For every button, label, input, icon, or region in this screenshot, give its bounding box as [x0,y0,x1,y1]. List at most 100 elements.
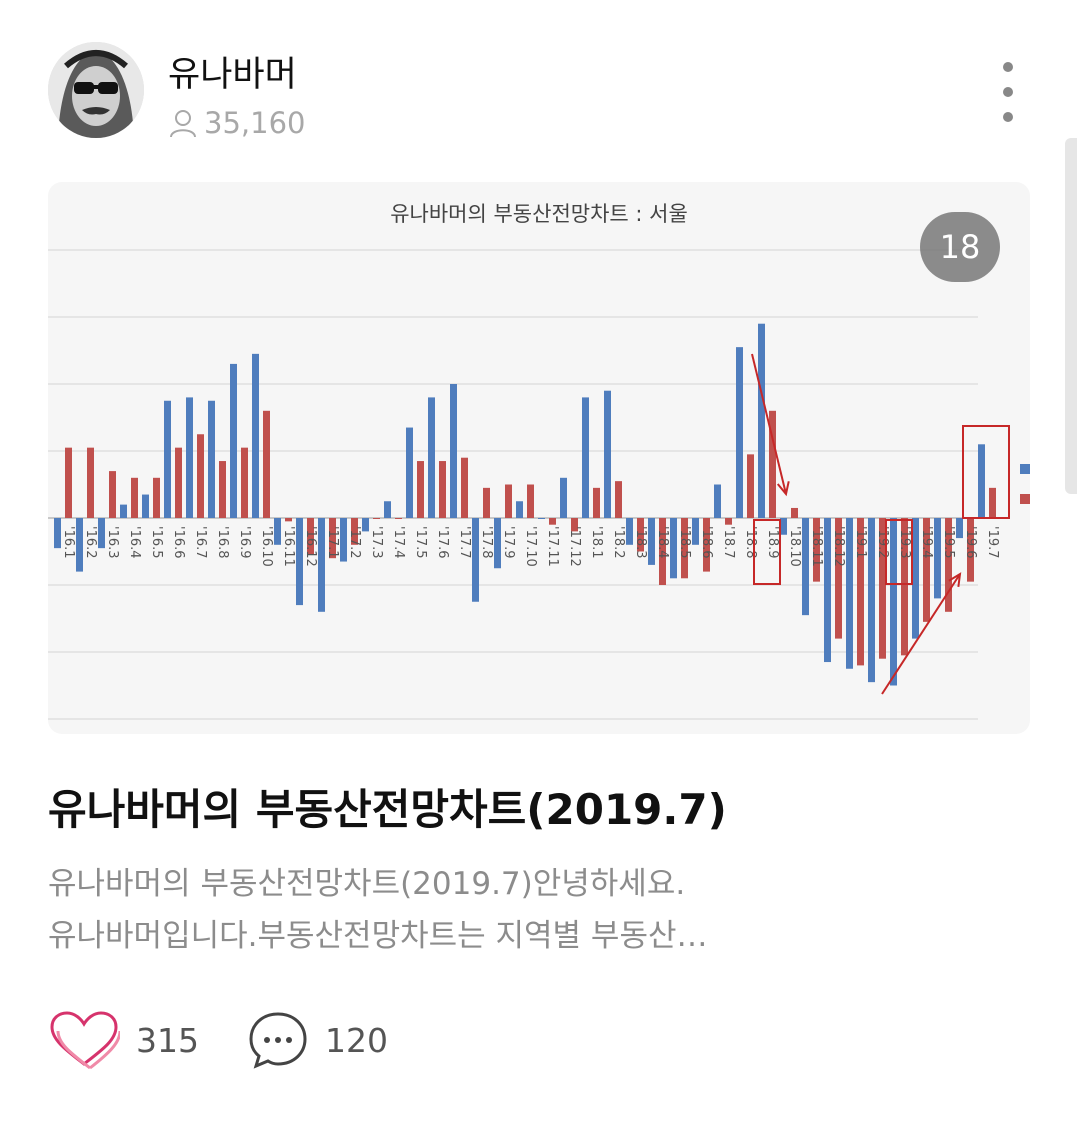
chart-bar [120,504,127,518]
chart-tick-label: '19.4 [919,526,934,559]
chart-bar [934,518,941,599]
comment-button[interactable]: 120 [247,1010,388,1070]
chart-bar [769,410,776,518]
chart-tick-label: '16.5 [149,526,164,559]
chart-bar [791,507,798,518]
like-button[interactable]: 315 [48,1010,199,1070]
chart-bar [340,518,347,562]
chart-bar [98,518,105,549]
chart-bar [538,518,545,519]
chart-tick-label: '18.9 [765,526,780,559]
chart-bar [417,461,424,518]
chart-bar [263,410,270,518]
chart-bar [703,518,710,572]
chart-bar [714,484,721,518]
chart-bar [593,487,600,518]
chart-bar [747,454,754,518]
chart-bar [681,518,688,579]
chart-bar [164,400,171,518]
chart-bar [802,518,809,616]
chart-legend-swatch [1020,464,1030,474]
chart-bar [670,518,677,579]
author-name[interactable]: 유나바머 [168,55,297,95]
chart-bar [659,518,666,585]
chart-tick-label: '17.2 [347,526,362,559]
more-options-button[interactable] [996,62,1020,122]
chart-bar [527,484,534,518]
chart-bar [879,518,886,659]
chart-bar [945,518,952,612]
chart-tick-label: '16.2 [83,526,98,559]
chart-tick-label: '17.3 [369,526,384,559]
chart-bar [516,501,523,518]
chart-bar [956,518,963,539]
chart-bar [923,518,930,622]
chart-tick-label: '16.7 [193,526,208,559]
chart-legend-swatch [1020,494,1030,504]
chart-bar [626,518,633,545]
dot-icon [1003,62,1013,72]
chart-bar [186,397,193,518]
chart-tick-label: '18.12 [831,526,846,567]
chart-bar [692,518,699,545]
chart-bar [725,518,732,525]
chart-bar [406,427,413,518]
chart-tick-label: '18.7 [721,526,736,559]
chart-bar [846,518,853,669]
chart-tick-label: '18.8 [743,526,758,559]
chart-annotation-box [885,519,913,585]
chart-bar [153,477,160,518]
chart-tick-label: '16.1 [61,526,76,559]
chart-annotation-arrow [881,573,961,695]
chart-tick-label: '18.5 [677,526,692,559]
chart-bar [362,518,369,532]
chart-tick-label: '16.11 [281,526,296,567]
post-excerpt[interactable]: 유나바머의 부동산전망차트(2019.7)안녕하세요. 유나바머입니다.부동산전… [48,858,1008,962]
chart-tick-label: '17.7 [457,526,472,559]
chart-tick-label: '16.8 [215,526,230,559]
chart-bar [307,518,314,555]
comment-count: 120 [325,1020,388,1060]
follower-count: 35,160 [168,106,305,140]
chart-tick-label: '18.2 [611,526,626,559]
chart-bar [274,518,281,545]
chart-tick-label: '19.7 [985,526,1000,559]
chart-bar [912,518,919,639]
person-icon [170,110,196,138]
chart-bar [208,400,215,518]
chart-bar [318,518,325,612]
chart-tick-label: '16.3 [105,526,120,559]
chart-tick-label: '18.3 [633,526,648,559]
avatar-portrait-icon [48,42,144,138]
chart-bar [615,481,622,518]
chart-bar [483,487,490,518]
photo-count-badge: 18 [920,212,1000,282]
chart: '16.1 '16.2 '16.3 '16.4 '16.5 '16.6 '16.7 '16.8… [48,249,1030,720]
chart-bar [230,363,237,518]
chart-bar [780,518,787,535]
chart-bar [560,477,567,518]
chart-tick-label: '16.6 [171,526,186,559]
chart-bar [296,518,303,606]
chart-bar [967,518,974,582]
chart-bar [472,518,479,602]
chart-tick-label: '17.11 [545,526,560,567]
chart-bar [65,447,72,518]
chart-annotation-arrow [751,353,787,495]
chart-bar [142,494,149,518]
post-title[interactable]: 유나바머의 부동산전망차트(2019.7) [48,785,727,834]
chart-bar [131,477,138,518]
dot-icon [1003,87,1013,97]
author-avatar[interactable] [48,42,144,138]
chart-bar [978,444,985,518]
dot-icon [1003,112,1013,122]
post-image-card[interactable]: '16.1 '16.2 '16.3 '16.4 '16.5 '16.6 '16.7 '16.8… [48,182,1030,734]
chart-annotation-box [962,425,1010,519]
chart-tick-label: '18.1 [589,526,604,559]
chart-tick-label: '16.4 [127,526,142,559]
chart-tick-label: '19.6 [963,526,978,559]
chart-bar [648,518,655,565]
chart-tick-label: '17.9 [501,526,516,559]
chart-bar [175,447,182,518]
post-stats: 315 120 [48,1010,436,1070]
